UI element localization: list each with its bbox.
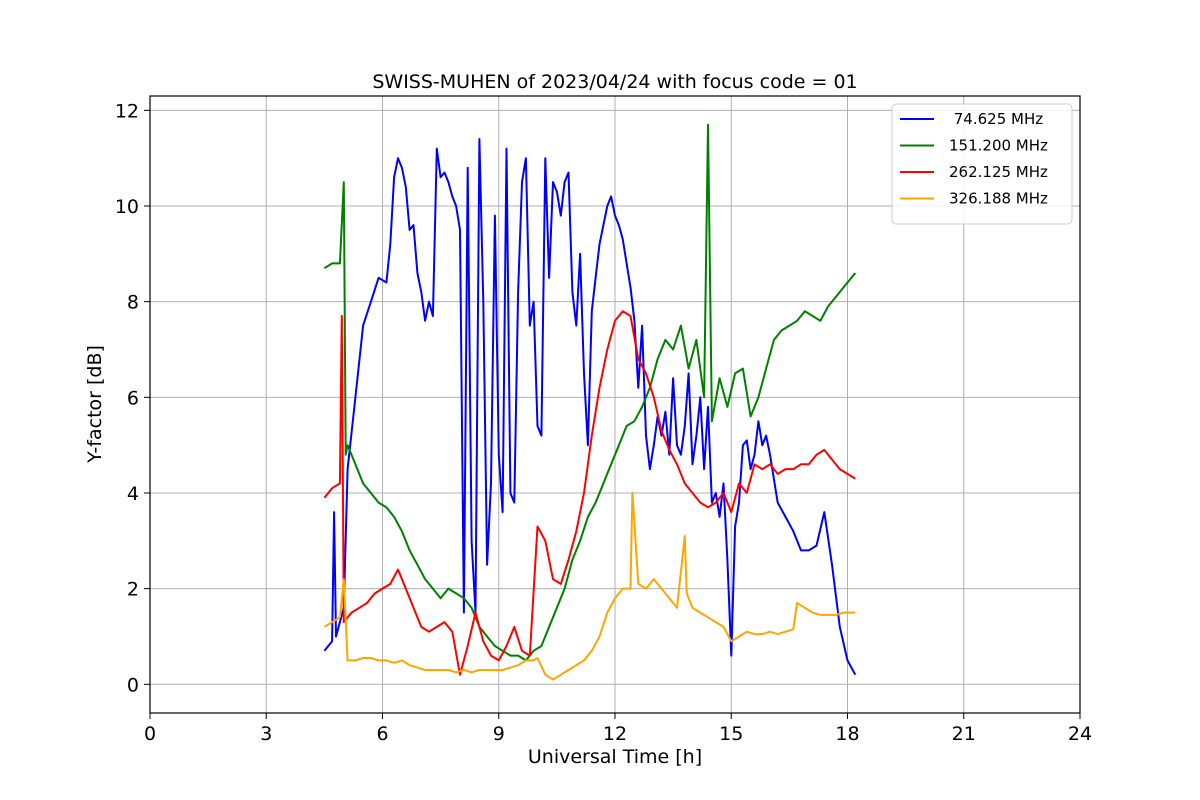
y-axis-label: Y-factor [dB]	[84, 345, 106, 464]
x-tick-label: 9	[493, 723, 505, 745]
x-tick-label: 12	[603, 723, 627, 745]
y-tick-label: 12	[115, 100, 139, 122]
x-tick-label: 0	[144, 723, 156, 745]
y-tick-label: 2	[127, 579, 139, 601]
legend-label: 74.625 MHz	[949, 110, 1043, 128]
chart-title: SWISS-MUHEN of 2023/04/24 with focus cod…	[372, 71, 857, 93]
x-tick-label: 18	[835, 723, 859, 745]
legend-label: 262.125 MHz	[949, 163, 1048, 181]
x-tick-label: 3	[260, 723, 272, 745]
y-tick-label: 10	[115, 196, 139, 218]
x-tick-label: 15	[719, 723, 743, 745]
y-tick-label: 6	[127, 387, 139, 409]
y-tick-label: 4	[127, 483, 139, 505]
x-axis-label: Universal Time [h]	[528, 746, 702, 768]
legend-label: 151.200 MHz	[949, 137, 1048, 155]
series-line-0	[323, 138, 857, 676]
legend-box	[891, 103, 1073, 225]
series-line-2	[323, 310, 856, 676]
legend: 74.625 MHz 151.200 MHz 262.125 MHz 326.188 …	[891, 103, 1073, 225]
x-tick-label: 21	[952, 723, 976, 745]
x-tick-label: 6	[376, 723, 388, 745]
series-line-3	[323, 492, 856, 681]
series-lines	[323, 123, 857, 681]
y-tick-label: 0	[127, 674, 139, 696]
y-tick-label: 8	[127, 292, 139, 314]
legend-label: 326.188 MHz	[949, 190, 1048, 208]
series-line-1	[323, 123, 857, 662]
x-tick-label: 24	[1068, 723, 1092, 745]
